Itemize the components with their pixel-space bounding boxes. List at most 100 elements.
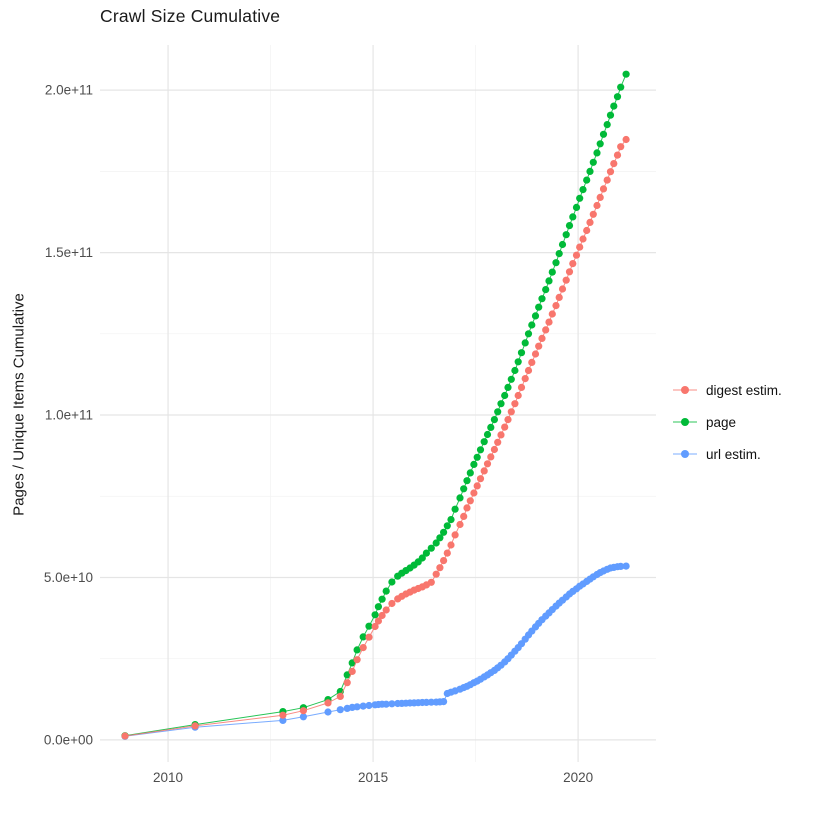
- legend-item-page: page: [672, 406, 782, 438]
- x-axis-tick-labels: 2010 2015 2020: [153, 770, 593, 785]
- data-point: [596, 140, 604, 148]
- data-point: [480, 438, 488, 446]
- data-point: [622, 135, 630, 144]
- data-point: [279, 711, 287, 719]
- data-point: [555, 293, 563, 301]
- data-point: [353, 703, 361, 711]
- data-point: [299, 713, 307, 721]
- data-point: [593, 201, 601, 210]
- data-point: [538, 295, 546, 303]
- legend-label: digest estim.: [706, 382, 782, 398]
- data-point: [456, 520, 464, 529]
- y-tick-label: 2.0e+11: [45, 83, 93, 98]
- data-point: [473, 482, 481, 490]
- data-point: [606, 168, 615, 176]
- data-point: [511, 400, 519, 408]
- data-point: [487, 453, 495, 461]
- data-point: [538, 334, 546, 342]
- data-point: [610, 102, 618, 110]
- data-point: [583, 176, 591, 184]
- data-point: [432, 539, 440, 547]
- series-page: [121, 70, 630, 740]
- data-point: [463, 504, 471, 512]
- data-point: [572, 203, 581, 211]
- data-point: [348, 667, 356, 676]
- data-point: [480, 467, 488, 475]
- data-point: [552, 302, 560, 310]
- data-point: [514, 358, 522, 366]
- data-point: [558, 240, 567, 249]
- data-point: [121, 732, 129, 740]
- data-point: [622, 70, 630, 78]
- legend: digest estim. page url estim.: [672, 374, 782, 470]
- data-point: [359, 702, 367, 710]
- data-point: [490, 416, 498, 424]
- data-point: [528, 358, 536, 366]
- gridlines-major: [100, 45, 656, 762]
- data-point: [494, 438, 502, 446]
- data-point: [603, 176, 611, 184]
- data-point: [555, 250, 563, 258]
- y-tick-label: 5.0e+10: [44, 570, 93, 585]
- series-line: [124, 565, 627, 737]
- data-point: [524, 330, 533, 338]
- data-point: [504, 383, 512, 391]
- data-point: [487, 423, 495, 431]
- data-point: [521, 339, 529, 347]
- data-point: [382, 587, 390, 595]
- legend-item-url-estim: url estim.: [672, 438, 782, 470]
- data-point: [440, 698, 448, 706]
- data-point: [374, 603, 382, 611]
- data-point: [422, 549, 430, 557]
- data-point: [521, 375, 529, 383]
- data-point: [613, 151, 622, 159]
- data-point: [473, 453, 481, 461]
- data-point: [579, 186, 587, 194]
- legend-item-digest-estim: digest estim.: [672, 374, 782, 406]
- data-point: [490, 445, 498, 454]
- data-point: [371, 611, 379, 619]
- data-point: [514, 391, 522, 400]
- data-point: [382, 606, 390, 614]
- x-tick-label: 2020: [563, 770, 593, 785]
- data-point: [343, 671, 351, 679]
- data-point: [535, 303, 543, 311]
- data-point: [427, 544, 435, 552]
- data-point: [535, 342, 543, 350]
- data-point: [572, 251, 581, 259]
- data-point: [353, 656, 361, 664]
- data-point: [497, 400, 505, 408]
- data-point: [603, 121, 611, 129]
- data-point: [483, 430, 492, 439]
- series-url-estim: [121, 562, 630, 740]
- data-point: [507, 375, 515, 383]
- legend-label: page: [706, 414, 737, 430]
- data-point: [501, 423, 509, 431]
- data-point: [191, 722, 199, 730]
- data-point: [497, 431, 505, 439]
- data-point: [427, 578, 435, 586]
- data-point: [576, 194, 584, 202]
- data-point: [579, 235, 587, 243]
- data-point: [576, 243, 584, 251]
- data-point: [542, 286, 550, 294]
- data-point: [524, 366, 533, 375]
- data-point: [443, 549, 451, 557]
- gridlines-minor: [100, 45, 656, 762]
- data-point: [586, 167, 594, 175]
- data-point: [359, 633, 367, 641]
- x-tick-label: 2015: [358, 770, 388, 785]
- y-tick-label: 1.5e+11: [45, 245, 93, 260]
- y-tick-label: 1.0e+11: [45, 408, 93, 423]
- data-point: [542, 326, 550, 334]
- data-point: [548, 310, 556, 318]
- y-tick-label: 0.0e+00: [44, 732, 93, 747]
- data-point: [501, 391, 509, 400]
- data-point: [599, 130, 608, 138]
- data-point: [466, 469, 474, 477]
- data-point: [299, 707, 307, 715]
- data-point: [586, 218, 594, 226]
- data-point: [388, 599, 396, 608]
